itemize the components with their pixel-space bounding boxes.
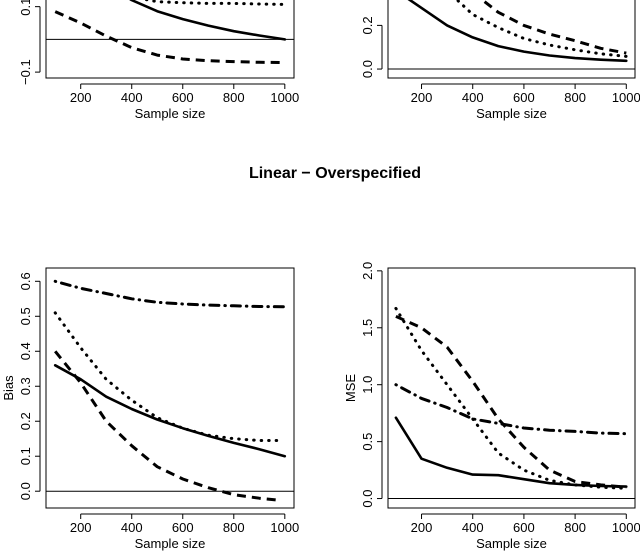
y-tick-label: 0.0 [360, 60, 375, 78]
panel-2: 200 400 600 800 1000 Sample size 0.0 0.2 [360, 0, 640, 121]
series-line-dashed [479, 0, 627, 55]
plot-frame [45, 0, 295, 79]
series-line-solid [129, 0, 287, 41]
x-tick-label: 200 [70, 520, 92, 535]
series-line-dotted [53, 311, 279, 442]
y-tick-label: 0.2 [18, 412, 33, 430]
panel-1: 200 400 600 800 1000 Sample size −0.1 0.1 [18, 0, 299, 121]
series-line-dashed [395, 315, 627, 489]
plot-frame [387, 0, 636, 79]
x-tick-label: 600 [513, 90, 535, 105]
y-tick-label: 1.0 [360, 376, 375, 394]
x-tick-label: 800 [564, 520, 586, 535]
y-tick-label: 0.0 [360, 490, 375, 508]
x-tick-label: 600 [172, 520, 194, 535]
x-tick-label: 1000 [270, 90, 299, 105]
y-tick-label: 2.0 [360, 262, 375, 280]
x-axis-label: Sample size [476, 536, 547, 551]
x-tick-label: 600 [513, 520, 535, 535]
y-tick-label: 0.4 [18, 342, 33, 360]
x-axis: 200 400 600 800 1000 Sample size [411, 513, 640, 551]
x-tick-label: 600 [172, 90, 194, 105]
y-tick-label: 0.1 [18, 447, 33, 465]
x-axis-label: Sample size [476, 106, 547, 121]
y-axis: −0.1 0.1 [18, 0, 41, 85]
x-tick-label: 200 [70, 90, 92, 105]
x-axis-label: Sample size [135, 536, 206, 551]
y-tick-label: 0.3 [18, 377, 33, 395]
y-tick-label: 1.5 [360, 319, 375, 337]
x-axis: 200 400 600 800 1000 Sample size [70, 83, 299, 121]
y-tick-label: −0.1 [18, 59, 33, 85]
y-tick-label: 0.5 [360, 433, 375, 451]
plot-frame [45, 267, 295, 509]
series-line-dotted [455, 0, 628, 58]
x-tick-label: 800 [223, 520, 245, 535]
series-line-dot-dash [53, 279, 287, 309]
y-axis-label: MSE [343, 374, 358, 403]
y-axis-label: Bias [1, 375, 16, 401]
y-tick-label: 0.0 [18, 482, 33, 500]
x-axis: 200 400 600 800 1000 Sample size [411, 83, 640, 121]
y-tick-label: 0.1 [18, 0, 33, 16]
series-line-dashed [54, 350, 278, 502]
x-axis: 200 400 600 800 1000 Sample size [70, 513, 299, 551]
x-tick-label: 800 [223, 90, 245, 105]
x-axis-label: Sample size [135, 106, 206, 121]
x-tick-label: 200 [411, 520, 433, 535]
y-axis: 0.0 0.2 [360, 16, 383, 78]
x-tick-label: 400 [121, 520, 143, 535]
y-axis: 0.0 0.1 0.2 0.3 0.4 0.5 0.6 Bias [1, 272, 41, 500]
figure-title: Linear − Overspecified [248, 165, 422, 182]
x-tick-label: 800 [564, 90, 586, 105]
y-axis: 0.0 0.5 1.0 1.5 2.0 MSE [343, 262, 383, 508]
x-tick-label: 400 [121, 90, 143, 105]
series-line-solid [53, 363, 287, 458]
x-tick-label: 400 [462, 520, 484, 535]
series-line-solid [394, 416, 628, 488]
x-tick-label: 1000 [612, 520, 640, 535]
x-tick-label: 1000 [612, 90, 640, 105]
series-line-dot-dash [394, 383, 628, 436]
series-line-dotted [140, 0, 287, 6]
panel-4: 200 400 600 800 1000 Sample size 0.0 0.5 1.0 1.5 2… [343, 262, 640, 551]
x-tick-label: 1000 [270, 520, 299, 535]
y-tick-label: 0.5 [18, 307, 33, 325]
x-tick-label: 400 [462, 90, 484, 105]
series-line-dashed [54, 10, 285, 65]
x-tick-label: 200 [411, 90, 433, 105]
y-tick-label: 0.6 [18, 272, 33, 290]
plot-frame [387, 267, 636, 509]
y-tick-label: 0.2 [360, 16, 375, 34]
series-line-solid [407, 0, 628, 63]
